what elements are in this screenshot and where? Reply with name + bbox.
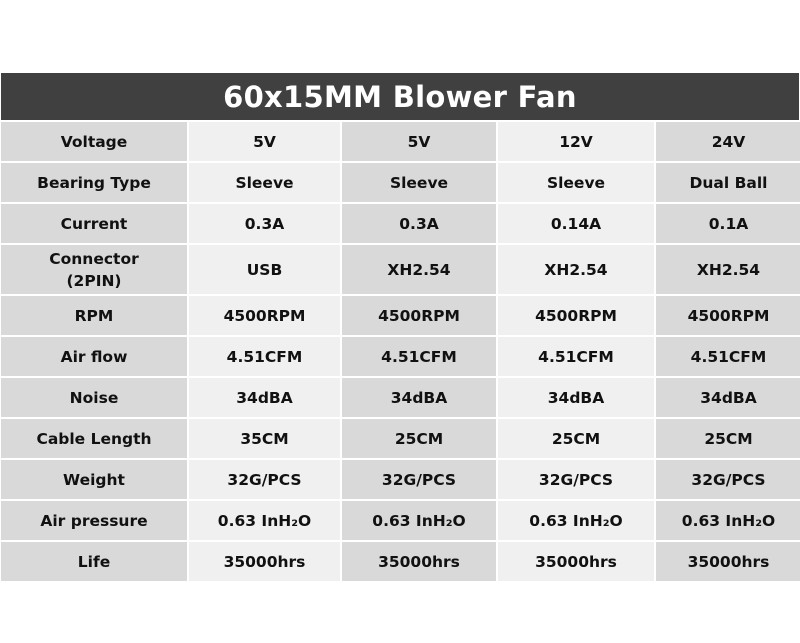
table-cell: 32G/PCS (189, 460, 340, 499)
table-cell: Sleeve (189, 163, 340, 202)
table-cell: 32G/PCS (498, 460, 654, 499)
table-cell: 4500RPM (656, 296, 800, 335)
spec-grid: Voltage 5V 5V 12V 24V Bearing Type Sleeve Sleev… (1, 122, 800, 581)
spec-table: 60x15MM Blower Fan Voltage 5V 5V 12V 24V Bear… (1, 73, 800, 581)
table-cell: 0.1A (656, 204, 800, 243)
table-cell: 4.51CFM (342, 337, 496, 376)
table-cell: 35000hrs (189, 542, 340, 581)
table-cell: 24V (656, 122, 800, 161)
table-cell: 34dBA (498, 378, 654, 417)
table-cell: 25CM (656, 419, 800, 458)
table-cell: 0.63 InH₂O (342, 501, 496, 540)
row-label: Bearing Type (1, 163, 187, 202)
table-cell: 34dBA (189, 378, 340, 417)
table-title: 60x15MM Blower Fan (1, 73, 799, 120)
table-cell: Sleeve (342, 163, 496, 202)
table-cell: 4500RPM (342, 296, 496, 335)
table-cell: 0.3A (189, 204, 340, 243)
table-cell: 0.63 InH₂O (498, 501, 654, 540)
table-cell: 5V (189, 122, 340, 161)
table-cell: 35000hrs (656, 542, 800, 581)
table-cell: 35CM (189, 419, 340, 458)
table-cell: 32G/PCS (656, 460, 800, 499)
table-cell: 4500RPM (189, 296, 340, 335)
table-cell: 0.63 InH₂O (656, 501, 800, 540)
table-cell: 0.63 InH₂O (189, 501, 340, 540)
row-label: Voltage (1, 122, 187, 161)
table-cell: 4500RPM (498, 296, 654, 335)
table-cell: 25CM (342, 419, 496, 458)
row-label: Air flow (1, 337, 187, 376)
table-cell: XH2.54 (342, 245, 496, 294)
table-cell: 34dBA (342, 378, 496, 417)
row-label: Life (1, 542, 187, 581)
row-label: Air pressure (1, 501, 187, 540)
table-cell: 0.14A (498, 204, 654, 243)
table-cell: Dual Ball (656, 163, 800, 202)
table-cell: XH2.54 (656, 245, 800, 294)
table-cell: Sleeve (498, 163, 654, 202)
row-label: Noise (1, 378, 187, 417)
row-label: Current (1, 204, 187, 243)
table-cell: 0.3A (342, 204, 496, 243)
row-label: Cable Length (1, 419, 187, 458)
table-cell: 12V (498, 122, 654, 161)
table-cell: 4.51CFM (656, 337, 800, 376)
table-cell: XH2.54 (498, 245, 654, 294)
row-label: Connector (2PIN) (1, 245, 187, 294)
table-cell: 5V (342, 122, 496, 161)
row-label: Weight (1, 460, 187, 499)
table-cell: 4.51CFM (189, 337, 340, 376)
table-cell: 34dBA (656, 378, 800, 417)
table-cell: USB (189, 245, 340, 294)
table-cell: 4.51CFM (498, 337, 654, 376)
table-cell: 32G/PCS (342, 460, 496, 499)
table-cell: 25CM (498, 419, 654, 458)
table-cell: 35000hrs (498, 542, 654, 581)
row-label: RPM (1, 296, 187, 335)
table-cell: 35000hrs (342, 542, 496, 581)
